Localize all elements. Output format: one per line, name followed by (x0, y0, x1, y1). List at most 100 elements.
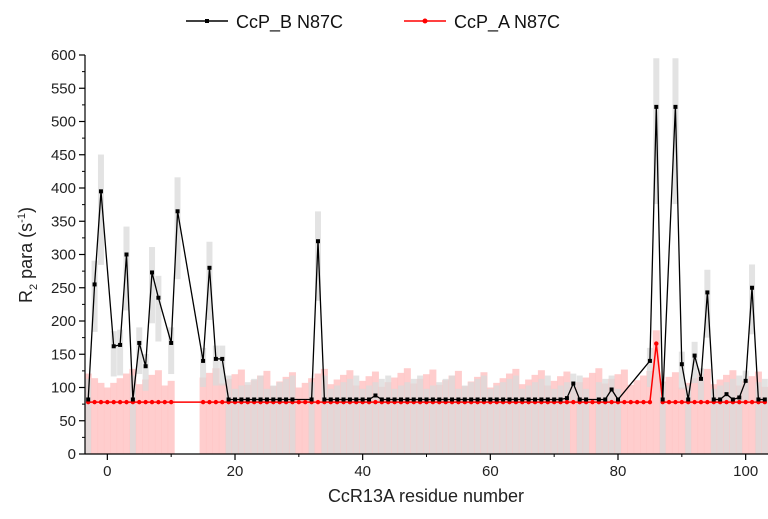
data-point-series-b (596, 397, 601, 402)
x-tick-label: 0 (103, 463, 111, 480)
error-bar-series-b (232, 388, 239, 454)
error-bar-series-b (442, 378, 449, 454)
y-tick-label: 350 (51, 213, 76, 230)
error-bar-series-b (729, 378, 736, 454)
error-bar-series-b (468, 382, 475, 454)
data-point-series-b (545, 397, 550, 402)
data-point-series-b (322, 397, 327, 402)
data-point-series-b (252, 397, 257, 402)
data-point-series-b (718, 397, 723, 402)
data-point-series-b (379, 397, 384, 402)
data-point-series-b (137, 340, 142, 345)
error-bar-series-b (174, 177, 181, 280)
data-point-series-b (213, 356, 218, 361)
error-bar-series-b (206, 241, 213, 320)
error-bar-series-a (620, 369, 628, 454)
error-bar-series-b (761, 378, 768, 454)
data-point-series-b (501, 397, 506, 402)
data-point-series-b (284, 397, 289, 402)
data-point-series-b (724, 392, 729, 397)
error-bar-series-b (225, 375, 232, 454)
data-point-series-b (309, 397, 314, 402)
data-point-series-b (220, 356, 225, 361)
data-point-series-b (118, 342, 123, 347)
error-bar-series-a (569, 386, 577, 454)
data-point-series-b (481, 397, 486, 402)
error-bar-series-b (570, 373, 577, 404)
data-point-series-b (679, 362, 684, 367)
error-bar-series-b (512, 375, 519, 454)
y-tick-label: 500 (51, 114, 76, 131)
error-bar-series-b (525, 385, 532, 454)
error-bar-series-b (429, 385, 436, 454)
data-point-series-a (622, 399, 627, 405)
error-bar-series-b (117, 329, 124, 376)
error-bar-series-b (544, 375, 551, 454)
data-point-series-a (698, 399, 704, 405)
error-bar-series-b (659, 382, 666, 454)
data-point-series-a (641, 399, 646, 405)
y-axis-title-close: ) (16, 207, 36, 213)
data-point-series-b (201, 358, 206, 363)
data-point-series-b (245, 397, 250, 402)
error-bar-series-a (742, 380, 750, 454)
error-bar-series-b (385, 375, 392, 454)
error-bar-series-b (366, 385, 373, 454)
error-bar-series-b (270, 385, 277, 454)
error-bar-series-b (487, 388, 494, 454)
data-point-series-b (584, 397, 589, 402)
y-tick-label: 550 (51, 80, 76, 97)
data-point-series-b (571, 381, 576, 386)
data-point-series-b (430, 397, 435, 402)
error-bar-series-a (633, 380, 641, 454)
error-bar-series-b (327, 388, 334, 454)
error-bar-series-a (154, 370, 162, 454)
data-point-series-b (526, 397, 531, 402)
error-bar-series-b (238, 385, 245, 454)
error-bar-series-b (697, 368, 704, 400)
data-point-series-a (634, 399, 640, 405)
data-point-series-b (743, 378, 748, 383)
data-point-series-b (271, 397, 276, 402)
error-bar-series-b (340, 382, 347, 454)
error-bar-series-a (627, 384, 635, 454)
data-point-series-b (392, 397, 397, 402)
y-axis-title-sup: -1 (16, 213, 28, 223)
error-bar-series-b (136, 327, 143, 375)
data-point-series-a (724, 399, 729, 405)
error-bar-series-a (703, 368, 711, 454)
error-bar-series-b (538, 378, 545, 454)
error-bar-series-b (346, 378, 353, 454)
legend-marker-series-a (422, 18, 428, 24)
error-bar-series-b (359, 388, 366, 454)
error-bar-series-b (417, 375, 424, 454)
error-bar-series-b (321, 375, 328, 454)
data-point-series-b (615, 397, 620, 402)
data-point-series-b (175, 209, 180, 214)
data-point-series-b (552, 397, 557, 402)
data-point-series-a (737, 399, 742, 405)
data-point-series-b (354, 397, 359, 402)
data-point-series-a (609, 399, 614, 405)
data-point-series-a (220, 399, 225, 405)
error-bar-series-a (218, 383, 226, 454)
data-point-series-a (98, 399, 104, 405)
data-point-series-a (111, 399, 116, 405)
data-point-series-b (86, 397, 91, 402)
data-point-series-b (233, 397, 238, 402)
y-tick-label: 450 (51, 147, 76, 164)
data-point-series-a (666, 399, 672, 405)
data-point-series-b (143, 364, 148, 369)
error-bar-series-a (691, 378, 699, 454)
error-bar-series-a (110, 382, 118, 454)
data-point-series-b (750, 285, 755, 290)
data-point-series-a (673, 399, 678, 405)
y-tick-label: 400 (51, 180, 76, 197)
error-bar-series-a (301, 382, 309, 454)
data-point-series-b (207, 265, 212, 270)
data-point-series-a (92, 399, 97, 405)
data-point-series-b (686, 397, 691, 402)
data-point-series-b (386, 397, 391, 402)
data-point-series-b (150, 270, 155, 275)
data-point-series-a (571, 399, 576, 405)
